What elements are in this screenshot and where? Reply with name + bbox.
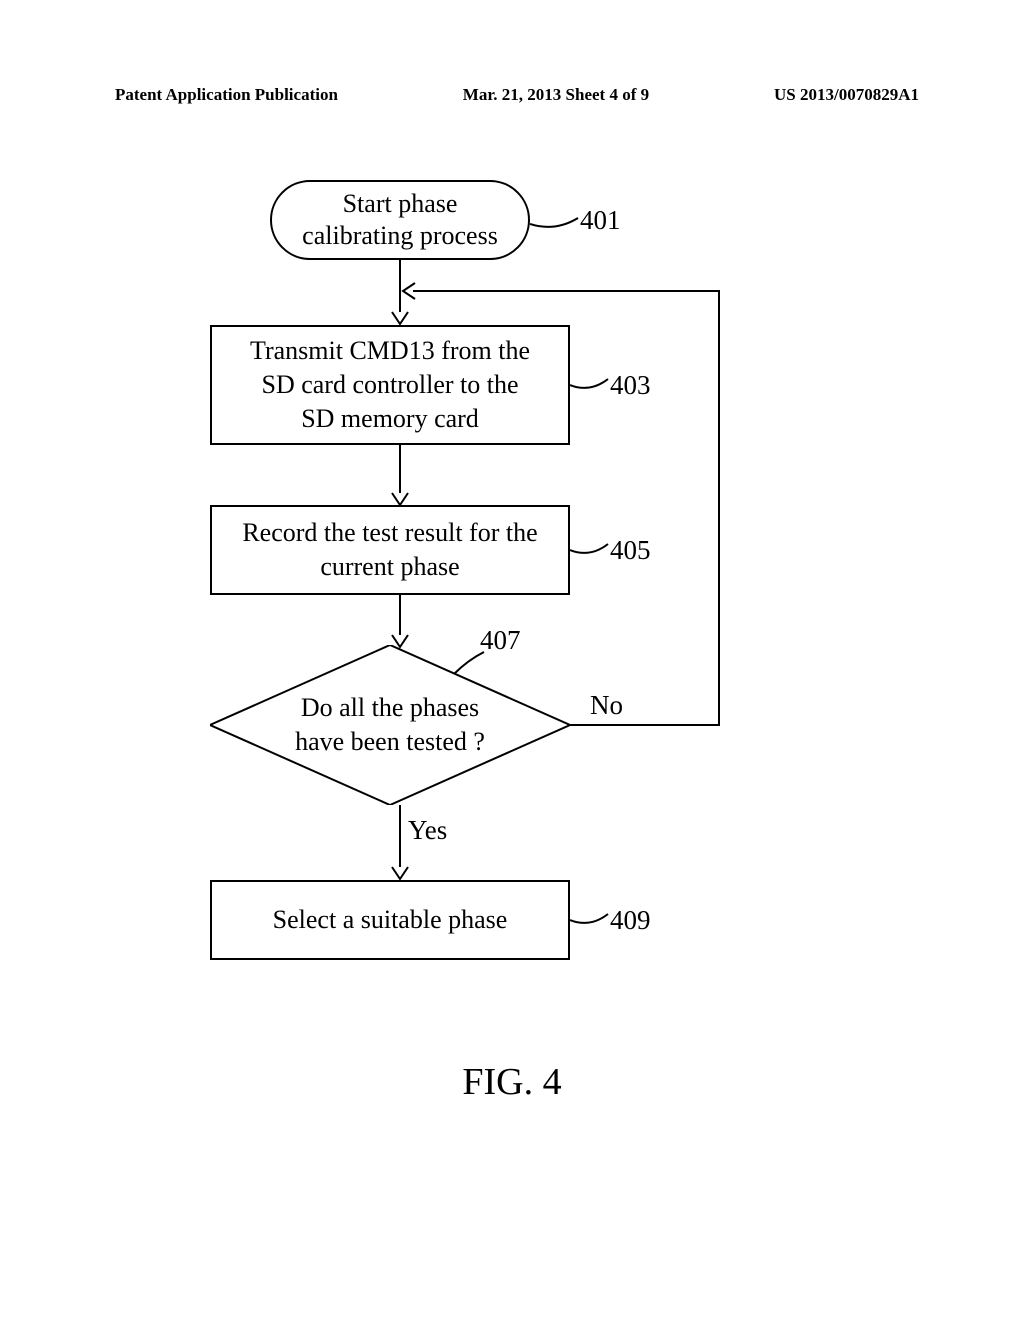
node-record: Record the test result for the current p… [210, 505, 570, 595]
lead-407 [452, 650, 486, 676]
arrowhead-into-select [390, 865, 410, 881]
node-transmit-line2: SD card controller to the [212, 368, 568, 402]
arrow-decision-yes [399, 805, 401, 867]
ref-407: 407 [480, 625, 521, 656]
node-transmit-line1: Transmit CMD13 from the [212, 334, 568, 368]
node-start-line2: calibrating process [272, 220, 528, 253]
lead-401 [530, 214, 580, 232]
lead-409 [570, 910, 610, 928]
arrow-record-to-decision [399, 595, 401, 635]
node-decision: Do all the phases have been tested ? [210, 645, 570, 805]
header-left: Patent Application Publication [115, 85, 338, 105]
node-select: Select a suitable phase [210, 880, 570, 960]
node-transmit: Transmit CMD13 from the SD card controll… [210, 325, 570, 445]
ref-403: 403 [610, 370, 651, 401]
node-select-line1: Select a suitable phase [212, 903, 568, 937]
ref-405: 405 [610, 535, 651, 566]
header-right: US 2013/0070829A1 [774, 85, 919, 105]
node-start-line1: Start phase [272, 188, 528, 221]
arrow-transmit-to-record [399, 445, 401, 493]
node-decision-line2: have been tested ? [210, 725, 570, 759]
ref-409: 409 [610, 905, 651, 936]
ref-401: 401 [580, 205, 621, 236]
arrow-decision-no-h2 [413, 290, 720, 292]
arrowhead-loop-back [401, 281, 417, 301]
header-center: Mar. 21, 2013 Sheet 4 of 9 [463, 85, 649, 105]
arrow-decision-no-h1 [570, 724, 720, 726]
label-no: No [590, 690, 623, 721]
figure-caption: FIG. 4 [0, 1060, 1024, 1104]
arrowhead-into-transmit [390, 310, 410, 326]
node-decision-line1: Do all the phases [210, 691, 570, 725]
node-record-line1: Record the test result for the [212, 516, 568, 550]
node-transmit-line3: SD memory card [212, 402, 568, 436]
node-record-line2: current phase [212, 550, 568, 584]
label-yes: Yes [408, 815, 447, 846]
arrow-decision-no-v [718, 290, 720, 726]
flowchart-diagram: Start phase calibrating process 401 Tran… [190, 170, 830, 990]
page-header: Patent Application Publication Mar. 21, … [0, 85, 1024, 105]
lead-403 [570, 375, 610, 393]
node-start: Start phase calibrating process [270, 180, 530, 260]
lead-405 [570, 540, 610, 558]
